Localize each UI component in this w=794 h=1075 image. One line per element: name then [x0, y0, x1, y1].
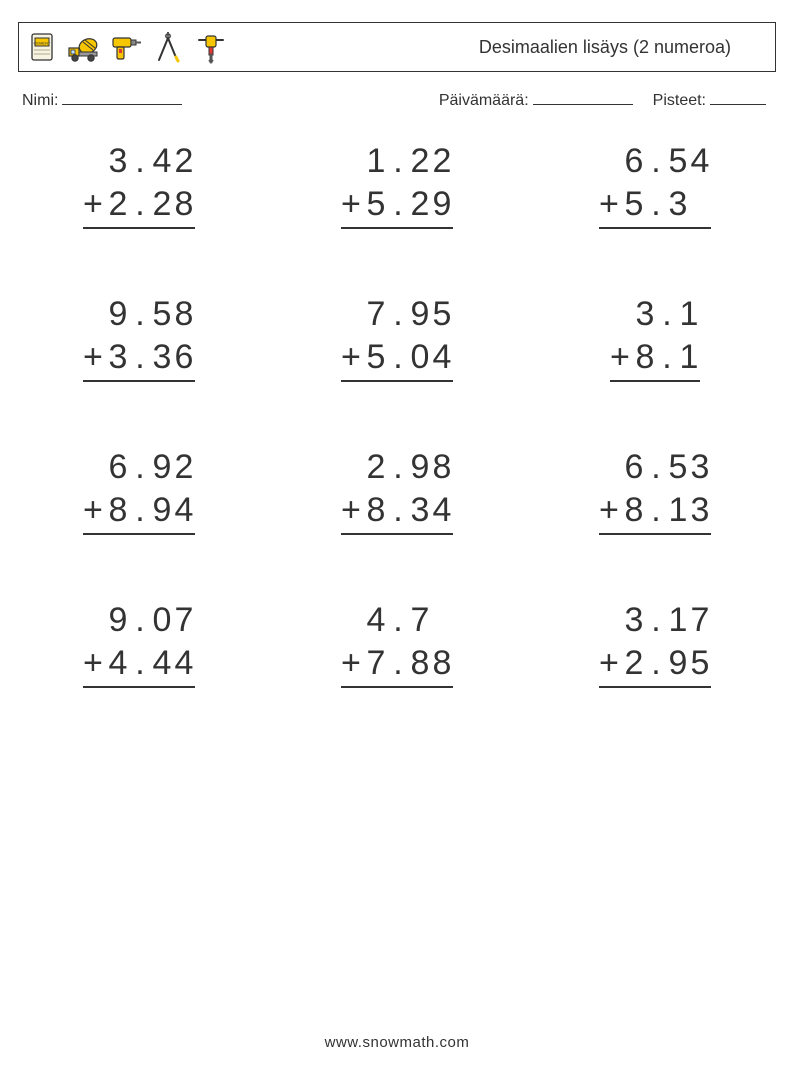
problem-11-body: 4.7 +7.88: [341, 599, 453, 688]
header-box: CEMENT: [18, 22, 776, 72]
problem-7-rule: [83, 533, 195, 535]
svg-text:CEMENT: CEMENT: [34, 41, 51, 46]
problem-3-body: 6.54+5.3: [599, 140, 711, 229]
compass-tool-icon: [151, 30, 185, 64]
date-blank[interactable]: [533, 86, 633, 105]
problem-11-rule: [341, 686, 453, 688]
problem-2-body: 1.22+5.29: [341, 140, 453, 229]
problem-9-rule: [599, 533, 711, 535]
problem-3: 6.54+5.3: [556, 140, 754, 229]
score-blank[interactable]: [710, 86, 766, 105]
worksheet-title: Desimaalien lisäys (2 numeroa): [479, 37, 761, 58]
header-icons-strip: CEMENT: [25, 30, 227, 64]
problem-4: 9.58+3.36: [40, 293, 238, 382]
problem-6-body: 3.1+8.1: [610, 293, 700, 382]
problem-5-body: 7.95+5.04: [341, 293, 453, 382]
problem-6: 3.1+8.1: [556, 293, 754, 382]
problem-1-rule: [83, 227, 195, 229]
problem-1-body: 3.42+2.28: [83, 140, 195, 229]
problem-4-rule: [83, 380, 195, 382]
score-label: Pisteet:: [653, 92, 706, 110]
problem-10-rule: [83, 686, 195, 688]
cement-bag-icon: CEMENT: [25, 30, 59, 64]
problem-11: 4.7 +7.88: [298, 599, 496, 688]
name-blank[interactable]: [62, 86, 182, 105]
problem-12-rule: [599, 686, 711, 688]
problem-5: 7.95+5.04: [298, 293, 496, 382]
problem-8-body: 2.98+8.34: [341, 446, 453, 535]
problem-8-rule: [341, 533, 453, 535]
problem-8: 2.98+8.34: [298, 446, 496, 535]
problem-6-rule: [610, 380, 700, 382]
problem-7-body: 6.92+8.94: [83, 446, 195, 535]
problem-9: 6.53+8.13: [556, 446, 754, 535]
meta-row: Nimi: Päivämäärä: Pisteet:: [22, 86, 772, 110]
problem-12: 3.17+2.95: [556, 599, 754, 688]
problem-5-rule: [341, 380, 453, 382]
date-label: Päivämäärä:: [439, 92, 529, 110]
problem-12-body: 3.17+2.95: [599, 599, 711, 688]
problem-7: 6.92+8.94: [40, 446, 238, 535]
problem-1: 3.42+2.28: [40, 140, 238, 229]
cement-mixer-truck-icon: [67, 30, 101, 64]
problem-2: 1.22+5.29: [298, 140, 496, 229]
problem-9-body: 6.53+8.13: [599, 446, 711, 535]
name-label: Nimi:: [22, 92, 58, 110]
footer-url: www.snowmath.com: [0, 1034, 794, 1051]
power-drill-icon: [109, 30, 143, 64]
problem-10: 9.07+4.44: [40, 599, 238, 688]
problem-3-rule: [599, 227, 711, 229]
problems-grid: 3.42+2.28 1.22+5.29 6.54+5.3 9.58+3.36 7.95…: [40, 140, 754, 688]
problem-2-rule: [341, 227, 453, 229]
problem-4-body: 9.58+3.36: [83, 293, 195, 382]
problem-10-body: 9.07+4.44: [83, 599, 195, 688]
jackhammer-icon: [193, 30, 227, 64]
